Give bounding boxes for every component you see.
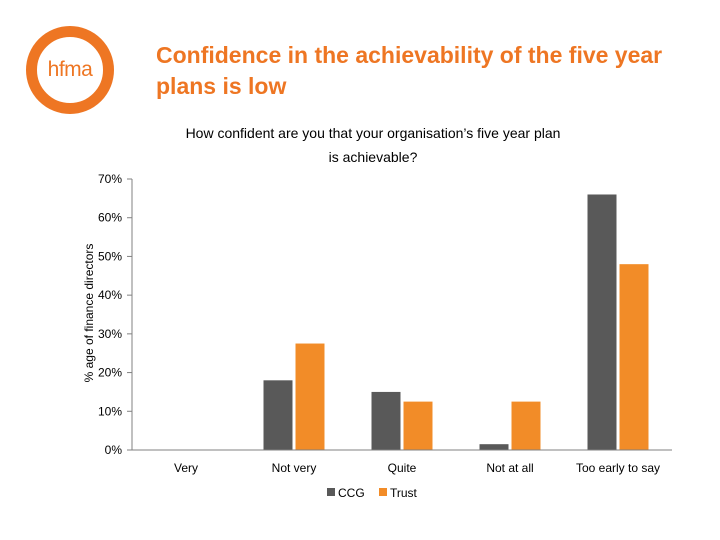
y-tick-label: 70% [98, 172, 122, 186]
bar-trust-not-very [295, 343, 325, 450]
y-tick-label: 0% [105, 443, 123, 457]
y-tick-label: 40% [98, 288, 122, 302]
x-category-label: Not very [272, 461, 317, 475]
y-tick-label: 30% [98, 327, 122, 341]
slide-title-line-2: plans is low [156, 73, 287, 99]
bar-ccg-too-early-to-say [587, 194, 617, 450]
y-axis-label: % age of finance directors [82, 244, 96, 383]
slide-title: Confidence in the achievability of the f… [156, 40, 696, 102]
x-category-label: Very [174, 461, 198, 475]
bar-trust-quite [403, 401, 433, 450]
x-category-label: Not at all [486, 461, 533, 475]
x-category-label: Quite [388, 461, 417, 475]
legend-swatch-trust [379, 488, 387, 496]
legend-swatch-ccg [327, 488, 335, 496]
legend-label-trust: Trust [390, 486, 418, 500]
chart-title-line-2: is achievable? [329, 149, 418, 165]
bar-trust-too-early-to-say [619, 264, 649, 450]
y-tick-label: 10% [98, 404, 122, 418]
x-category-label: Too early to say [576, 461, 660, 475]
slide-title-line-1: Confidence in the achievability of the f… [156, 42, 663, 68]
logo-text: hfma [47, 58, 93, 81]
y-tick-label: 50% [98, 249, 122, 263]
y-tick-label: 60% [98, 211, 122, 225]
chart-title-line-1: How confident are you that your organisa… [186, 125, 561, 141]
bar-ccg-not-very [263, 380, 293, 450]
hfma-logo: hfma [26, 26, 114, 114]
bar-ccg-quite [371, 391, 401, 450]
bar-trust-not-at-all [511, 401, 541, 450]
legend-label-ccg: CCG [338, 486, 365, 500]
bar-ccg-not-at-all [479, 444, 509, 450]
y-tick-label: 20% [98, 366, 122, 380]
